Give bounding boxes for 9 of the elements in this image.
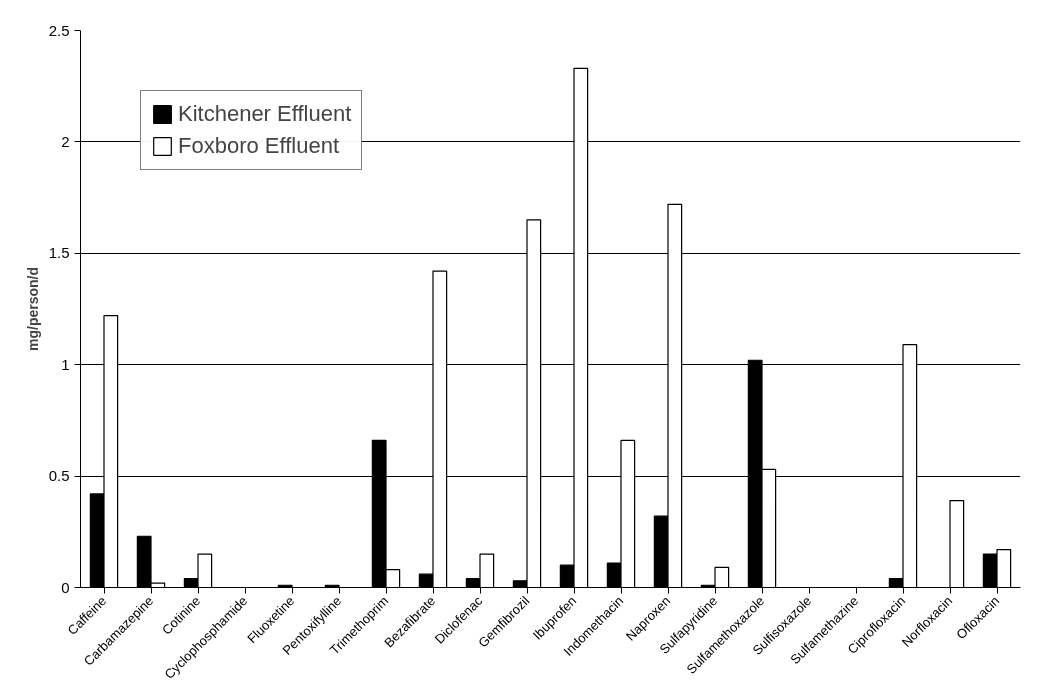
- y-tick-label: 1.5: [48, 244, 70, 262]
- y-tick-label: 0.5: [48, 467, 70, 485]
- legend-label: Kitchener Effluent: [178, 101, 352, 127]
- y-axis-title: mg/person/d: [24, 266, 41, 351]
- y-tick-label: 1: [61, 355, 70, 373]
- y-tick-label: 2: [61, 132, 70, 150]
- y-tick-label: 2.5: [48, 21, 70, 39]
- legend-label: Foxboro Effluent: [178, 133, 340, 159]
- y-tick-label: 0: [61, 578, 70, 596]
